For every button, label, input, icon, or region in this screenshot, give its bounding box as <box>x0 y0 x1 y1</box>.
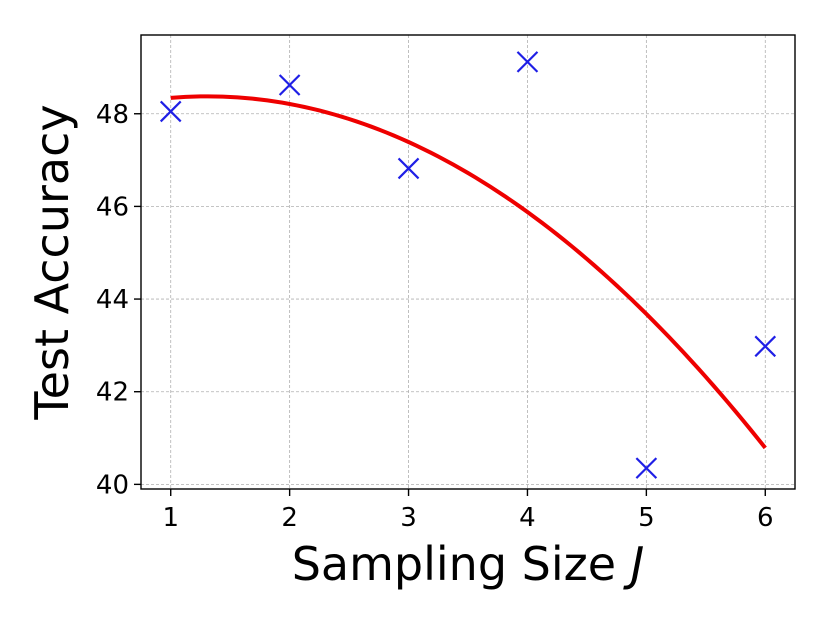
x-tick-label: 1 <box>162 503 179 533</box>
y-axis-ticks: 40 42 44 46 48 <box>96 100 141 500</box>
y-tick-label: 40 <box>96 470 129 500</box>
data-points-layer <box>159 51 777 479</box>
data-point-marker <box>516 51 539 73</box>
x-tick-label: 4 <box>519 503 536 533</box>
x-axis-title: Sampling Size J <box>292 537 645 591</box>
data-point-marker <box>159 100 182 123</box>
fit-curve <box>170 94 767 450</box>
x-tick-label: 3 <box>400 503 417 533</box>
data-point-marker <box>278 74 301 96</box>
plot-frame <box>140 34 796 490</box>
x-axis-ticks: 1 2 3 4 5 6 <box>162 489 774 533</box>
fit-curve-layer <box>170 94 767 450</box>
y-tick-label: 44 <box>96 285 129 315</box>
grid-lines <box>141 35 795 489</box>
x-tick-label: 5 <box>638 503 655 533</box>
data-point-marker <box>397 157 420 180</box>
data-point-marker <box>754 335 777 358</box>
data-point-marker <box>635 457 658 479</box>
x-tick-label: 6 <box>757 503 774 533</box>
y-tick-label: 42 <box>96 378 129 408</box>
y-tick-label: 48 <box>96 100 129 130</box>
x-tick-label: 2 <box>281 503 298 533</box>
y-axis-title: Test Accuracy <box>25 104 79 420</box>
x-axis-title-text: Sampling Size <box>292 537 616 591</box>
y-tick-label: 46 <box>96 192 129 222</box>
